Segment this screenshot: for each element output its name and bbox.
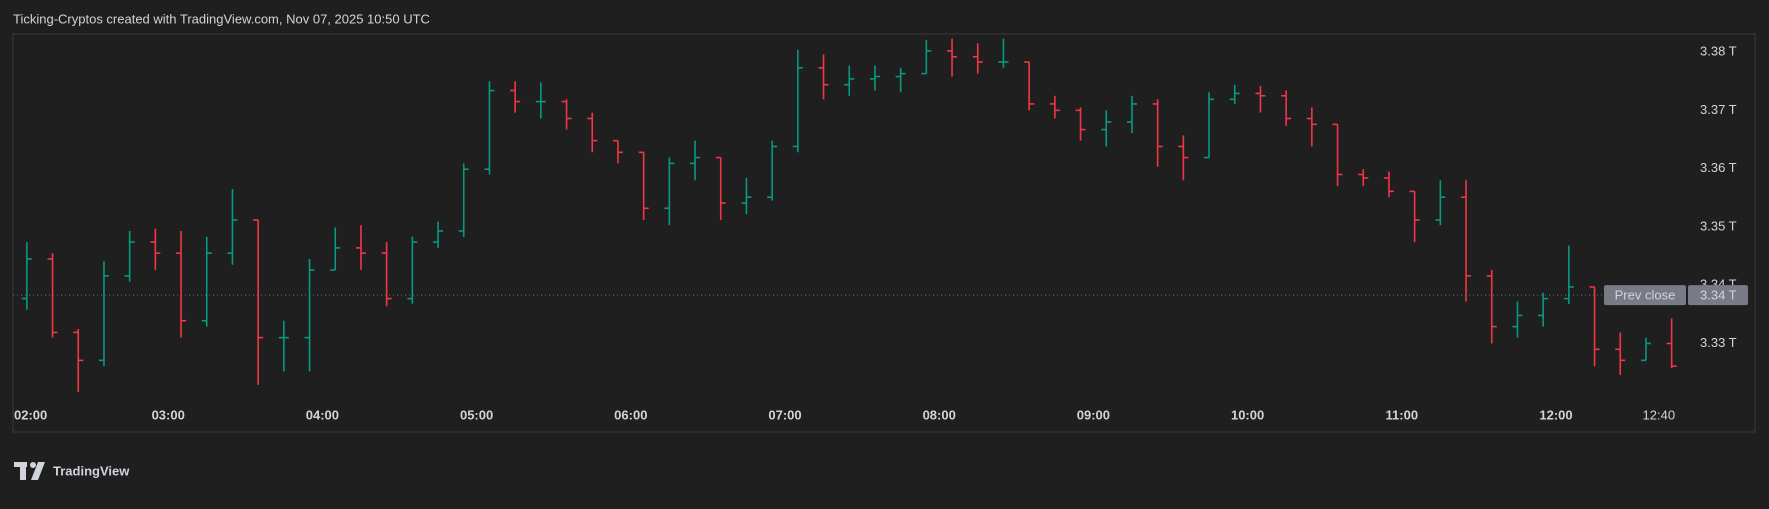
x-tick-label: 03:00	[152, 407, 185, 422]
prev-close-name: Prev close	[1615, 288, 1676, 303]
x-tick-label: 07:00	[768, 407, 801, 422]
prev-close-price-box	[1688, 285, 1748, 306]
x-tick-label: 11:00	[1386, 407, 1419, 422]
prev-close-box	[1604, 285, 1686, 306]
x-tick-label: 09:00	[1077, 407, 1110, 422]
x-tick-label: 12:00	[1539, 407, 1572, 422]
y-tick-label: 3.33 T	[1700, 335, 1737, 350]
x-tick-label: 08:00	[923, 407, 956, 422]
y-tick-label: 3.37 T	[1700, 102, 1737, 117]
x-tick-label: 02:00	[14, 407, 47, 422]
x-tick-label: 05:00	[460, 407, 493, 422]
y-tick-label: 3.36 T	[1700, 160, 1737, 175]
x-tick-label: 04:00	[306, 407, 339, 422]
y-tick-label: 3.35 T	[1700, 218, 1737, 233]
x-tick-label: 10:00	[1231, 407, 1264, 422]
frame	[12, 33, 1756, 433]
prev-close-price: 3.34 T	[1700, 288, 1737, 303]
chart-title: Ticking-Cryptos created with TradingView…	[13, 11, 430, 26]
y-tick-label: 3.38 T	[1700, 44, 1737, 59]
logo-icon	[14, 462, 45, 480]
x-tick-label: 12:40	[1643, 407, 1676, 422]
x-tick-label: 06:00	[614, 407, 647, 422]
watermark: TradingView	[53, 463, 130, 478]
